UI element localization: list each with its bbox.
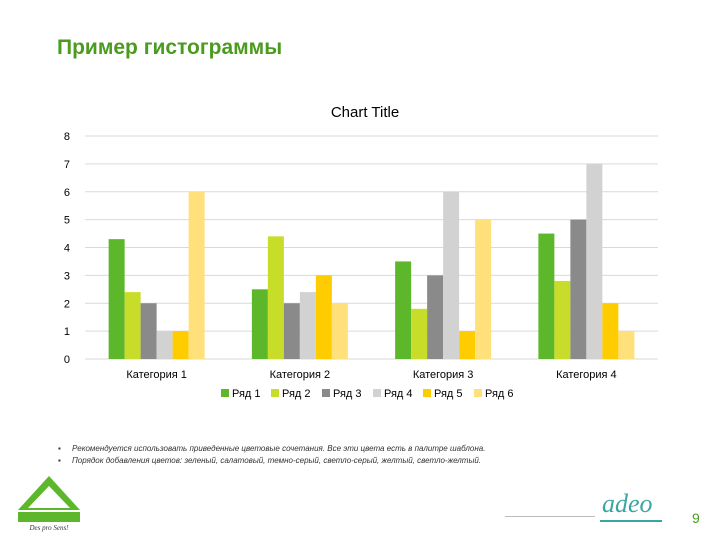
adeo-tagline-decor: ——————————————— bbox=[505, 514, 595, 520]
bar bbox=[554, 280, 571, 359]
bar bbox=[411, 308, 428, 359]
legend-label: Ряд 3 bbox=[333, 388, 362, 400]
y-axis-ticks: 0 1 2 3 4 5 6 7 8 bbox=[64, 131, 70, 366]
slide-title: Пример гистограммы bbox=[57, 36, 283, 59]
bar bbox=[331, 303, 348, 359]
bar bbox=[427, 275, 444, 359]
bar bbox=[267, 236, 284, 359]
legend-swatch bbox=[423, 389, 431, 397]
bar bbox=[172, 331, 189, 359]
category-label: Категория 1 bbox=[126, 369, 187, 381]
y-tick-label: 7 bbox=[64, 159, 70, 171]
category-label: Категория 2 bbox=[270, 369, 331, 381]
note-item: Рекомендуется использовать приведенные ц… bbox=[58, 443, 678, 455]
bar bbox=[156, 331, 173, 359]
legend-label: Ряд 2 bbox=[282, 388, 311, 400]
bar bbox=[395, 261, 412, 359]
page-number: 9 bbox=[692, 510, 700, 526]
legend-swatch bbox=[271, 389, 279, 397]
bar bbox=[315, 275, 332, 359]
y-tick-label: 0 bbox=[64, 354, 70, 366]
y-tick-label: 1 bbox=[64, 326, 70, 338]
y-tick-label: 2 bbox=[64, 298, 70, 310]
bar bbox=[108, 239, 125, 359]
notes-list: Рекомендуется использовать приведенные ц… bbox=[58, 443, 678, 467]
bar bbox=[443, 191, 460, 359]
legend-label: Ряд 4 bbox=[384, 388, 413, 400]
y-tick-label: 6 bbox=[64, 187, 70, 199]
bar bbox=[475, 219, 492, 359]
legend: Ряд 1 Ряд 2 Ряд 3 Ряд 4 Ряд 5 Ряд 6 bbox=[221, 388, 514, 400]
y-tick-label: 5 bbox=[64, 215, 70, 227]
category-label: Категория 3 bbox=[413, 369, 474, 381]
legend-swatch bbox=[474, 389, 482, 397]
adeo-logo: adeo bbox=[602, 489, 653, 518]
bar bbox=[570, 219, 587, 359]
bar bbox=[283, 303, 300, 359]
y-tick-label: 4 bbox=[64, 243, 70, 255]
bar bbox=[618, 331, 635, 359]
bar bbox=[586, 163, 603, 359]
bar bbox=[538, 233, 555, 359]
svg-text:Des pro Sens!: Des pro Sens! bbox=[28, 524, 69, 532]
leroy-merlin-logo: Des pro Sens! bbox=[18, 476, 80, 532]
adeo-underline bbox=[600, 520, 662, 522]
legend-swatch bbox=[322, 389, 330, 397]
y-tick-label: 8 bbox=[64, 131, 70, 143]
bar bbox=[602, 303, 619, 359]
bar bbox=[459, 331, 476, 359]
legend-label: Ряд 6 bbox=[485, 388, 514, 400]
note-item: Порядок добавления цветов: зеленый, сала… bbox=[58, 455, 678, 467]
legend-label: Ряд 5 bbox=[434, 388, 463, 400]
chart-title: Chart Title bbox=[331, 104, 399, 121]
legend-label: Ряд 1 bbox=[232, 388, 261, 400]
bar bbox=[140, 303, 157, 359]
x-axis-categories: Категория 1 Категория 2 Категория 3 Категор… bbox=[126, 369, 616, 381]
legend-swatch bbox=[373, 389, 381, 397]
y-tick-label: 3 bbox=[64, 270, 70, 282]
bar bbox=[299, 292, 316, 359]
svg-text:adeo: adeo bbox=[602, 489, 653, 518]
bar bbox=[188, 191, 205, 359]
legend-swatch bbox=[221, 389, 229, 397]
category-label: Категория 4 bbox=[556, 369, 617, 381]
bar bbox=[251, 289, 268, 359]
bars bbox=[108, 163, 635, 359]
bar bbox=[124, 292, 141, 359]
